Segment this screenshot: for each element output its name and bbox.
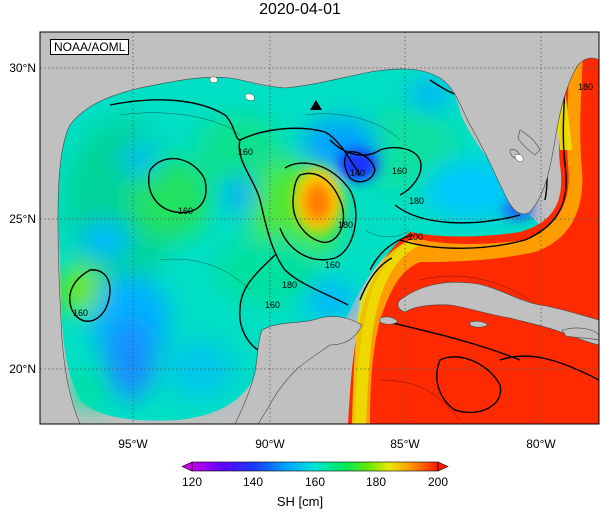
grid-lines xyxy=(40,32,599,424)
attribution-label: NOAA/AOML xyxy=(50,39,130,55)
contour-label: 160 xyxy=(238,147,253,157)
contour-label: 160 xyxy=(265,300,280,310)
lon-label: 85°W xyxy=(390,437,420,451)
colorbar-gradient xyxy=(192,462,438,471)
colorbar-left-arrow xyxy=(181,461,193,472)
contour-180-eddy xyxy=(292,172,345,243)
contour-160-west-eddy xyxy=(148,157,207,214)
lon-label: 90°W xyxy=(255,437,285,451)
contour-label: 160 xyxy=(392,166,407,176)
cuba xyxy=(397,281,599,346)
contour-label: 180 xyxy=(578,82,593,92)
us-mexico-coast xyxy=(40,32,599,424)
contour-lines-thin xyxy=(119,112,531,421)
colorbar-tick-label: 200 xyxy=(428,475,448,489)
contour-label: 180 xyxy=(338,220,353,230)
contour-label: 140 xyxy=(350,168,365,178)
lon-label: 80°W xyxy=(526,437,556,451)
colorbar-units-label: SH [cm] xyxy=(276,494,324,509)
contour-label: 160 xyxy=(178,206,193,216)
land-masses xyxy=(40,32,599,424)
contour-label: 180 xyxy=(282,280,297,290)
lat-label: 25°N xyxy=(9,212,36,226)
contour-label: 180 xyxy=(409,196,424,206)
axis-labels: 30°N 25°N 20°N 95°W 90°W 85°W 80°W xyxy=(9,61,556,451)
contour-label: 160 xyxy=(325,260,340,270)
colorbar-tick-label: 140 xyxy=(243,475,263,489)
colorbar-right-arrow xyxy=(437,461,449,472)
contour-label-group: 140 160 160 160 160 160 160 180 180 180 … xyxy=(73,82,593,318)
contour-label: 160 xyxy=(73,308,88,318)
colorbar-tick-label: 180 xyxy=(366,475,386,489)
yucatan-peninsula xyxy=(234,316,363,424)
lon-label: 95°W xyxy=(118,437,148,451)
map-plot-area xyxy=(40,32,599,424)
map-frame xyxy=(39,31,600,425)
lat-label: 20°N xyxy=(9,362,36,376)
colorbar-tick-label: 160 xyxy=(305,475,325,489)
small-islands xyxy=(209,76,524,162)
contour-label: 200 xyxy=(408,232,423,242)
colorbar: 120 140 160 180 200 xyxy=(181,461,449,489)
contour-140-eddy xyxy=(343,151,376,183)
map-title: 2020-04-01 xyxy=(259,1,341,18)
colorbar-tick-label: 120 xyxy=(182,475,202,489)
station-triangle-marker xyxy=(310,100,322,110)
lat-label: 30°N xyxy=(9,61,36,75)
